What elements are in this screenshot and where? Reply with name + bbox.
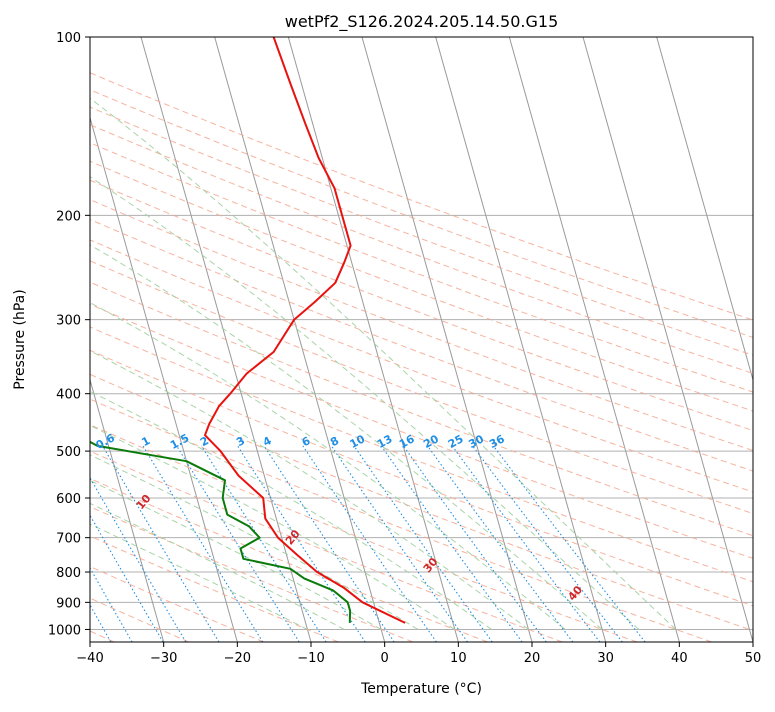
mixing-ratio-label: 30 — [466, 432, 486, 451]
y-axis-label: Pressure (hPa) — [12, 289, 28, 389]
mixing-ratio-line — [102, 445, 220, 642]
isotherm-line — [508, 37, 680, 642]
x-axis-label: Temperature (°C) — [360, 681, 482, 697]
mixing-ratio-line — [263, 445, 395, 642]
isotherm-line — [435, 37, 607, 642]
mixing-ratio-line — [302, 445, 437, 642]
dry-adiabat-line — [90, 72, 753, 321]
mixing-ratio-line — [472, 445, 623, 642]
moist-adiabat-line — [90, 479, 382, 630]
y-tick-label: 200 — [56, 209, 81, 224]
mixing-ratio-label: 13 — [375, 432, 395, 451]
dry-adiabat-line — [90, 398, 712, 642]
x-tick-label: −10 — [297, 651, 324, 666]
dry-adiabat-line — [90, 142, 753, 393]
x-tick-label: 30 — [597, 651, 614, 666]
dewpoint-line — [90, 440, 352, 623]
moist-adiabat-line — [90, 244, 603, 630]
mixing-ratio-line — [0, 446, 47, 642]
dry-adiabat-line — [90, 160, 753, 412]
x-tick-label: 40 — [671, 651, 688, 666]
moist-adiabat-line — [90, 454, 419, 630]
x-tick-label: −30 — [150, 651, 177, 666]
isotherm-line — [90, 115, 238, 642]
y-tick-label: 300 — [56, 314, 81, 329]
isotherm-line — [214, 37, 386, 642]
mixing-ratio-line — [201, 445, 327, 642]
mixing-ratio-line — [330, 445, 468, 642]
moist-adiabat-line — [90, 390, 492, 630]
mixing-ratio-line — [142, 445, 264, 642]
y-tick-label: 700 — [56, 532, 81, 547]
dry-adiabat-line — [90, 239, 753, 493]
mixing-ratio-line — [90, 476, 187, 642]
moist-adiabat-line — [90, 97, 677, 630]
dry-adiabat-line — [90, 424, 638, 642]
isotherm-line — [287, 37, 459, 642]
mixing-ratio-label: 16 — [397, 432, 417, 451]
mixing-ratio-label: 0.2 — [13, 431, 36, 452]
dry-adiabat-line — [90, 349, 753, 607]
moist-adiabat-line — [90, 176, 640, 630]
mixing-ratio-label: 36 — [487, 432, 507, 451]
y-tick-label: 600 — [56, 492, 81, 507]
temperature-line — [204, 37, 406, 624]
x-tick-label: 0 — [381, 651, 389, 666]
mixing-ratio-label: 25 — [446, 432, 466, 451]
mixing-ratio-label: 10 — [348, 432, 368, 451]
dry-adiabat-line — [90, 597, 190, 642]
x-tick-label: −40 — [76, 651, 103, 666]
dry-adiabat-line — [90, 373, 753, 632]
x-tick-label: −20 — [224, 651, 251, 666]
mixing-ratio-line — [0, 446, 20, 642]
y-tick-label: 500 — [56, 445, 81, 460]
dry-adiabat-line — [90, 106, 753, 356]
mixing-ratio-line — [176, 445, 300, 642]
y-tick-label: 1000 — [48, 623, 81, 638]
x-tick-label: 20 — [524, 651, 541, 666]
dry-adiabat-line — [90, 506, 414, 642]
y-tick-label: 800 — [56, 566, 81, 581]
isotherm-line — [90, 377, 165, 642]
y-tick-label: 100 — [56, 31, 81, 46]
y-tick-label: 900 — [56, 596, 81, 611]
x-tick-label: 10 — [450, 651, 467, 666]
x-tick-label: 50 — [745, 651, 762, 666]
isotherm-line — [656, 37, 753, 382]
dry-adiabat-line — [90, 218, 753, 472]
mixing-ratio-line — [427, 445, 574, 642]
mixing-ratio-line — [353, 445, 493, 642]
plot-frame — [89, 36, 754, 643]
dry-adiabat-line — [90, 260, 753, 515]
isotherm-line — [582, 37, 753, 642]
plot-background — [90, 37, 753, 642]
mixing-ratio-line — [90, 514, 164, 642]
dry-adiabat-line — [90, 326, 753, 583]
chart-title: wetPf2_S126.2024.205.14.50.G15 — [285, 12, 559, 32]
mixing-ratio-label: 20 — [421, 432, 441, 451]
mixing-ratio-line — [451, 445, 601, 642]
moist-adiabat-line — [90, 301, 566, 630]
y-tick-label: 400 — [56, 388, 81, 403]
dry-adiabat-line — [90, 199, 753, 452]
